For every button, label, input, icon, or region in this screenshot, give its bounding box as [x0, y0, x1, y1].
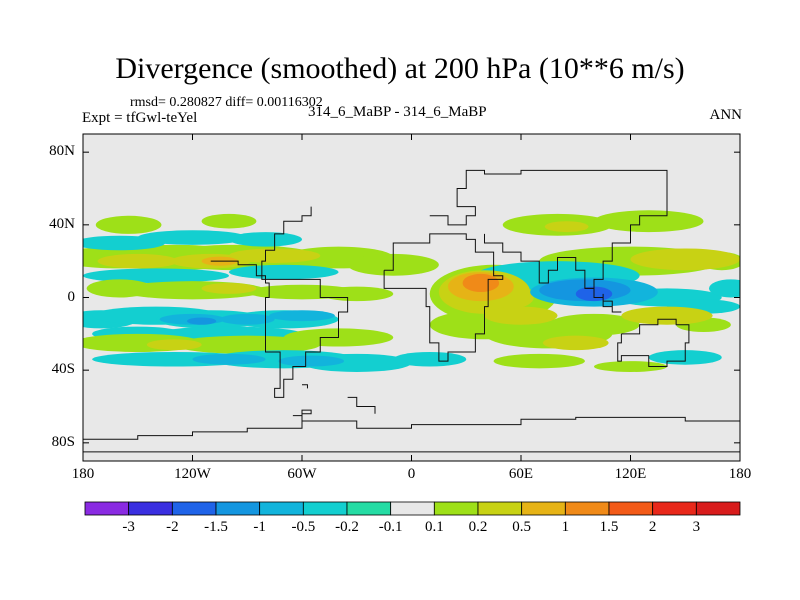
- contour-fields: [83, 210, 740, 372]
- contour-region: [201, 282, 257, 294]
- colorbar-label: -1.5: [204, 519, 228, 535]
- colorbar-label: -2: [166, 519, 179, 535]
- contour-region: [269, 310, 335, 322]
- x-tick-label: 120E: [614, 466, 647, 482]
- contour-region: [462, 273, 500, 293]
- contour-region: [146, 339, 202, 351]
- x-tick-label: 180: [728, 466, 752, 482]
- colorbar-box: [433, 501, 479, 516]
- contour-region: [393, 352, 467, 367]
- colorbar-label: -0.1: [378, 519, 403, 535]
- contour-region: [594, 210, 704, 233]
- contour-region: [229, 264, 339, 280]
- contour-region: [544, 221, 589, 233]
- y-tick-label: 0: [67, 288, 76, 305]
- colorbar-box: [608, 501, 654, 516]
- colorbar-box: [390, 501, 435, 516]
- x-tick-label: 0: [407, 466, 416, 482]
- x-tick-label: 60E: [508, 466, 534, 482]
- coastline: [210, 206, 312, 280]
- contour-region: [229, 232, 302, 247]
- colorbar-box: [521, 501, 566, 516]
- contour-region: [187, 317, 217, 325]
- axis-ticks: [82, 134, 741, 461]
- period-label: ANN: [709, 107, 743, 123]
- colorbar-box: [259, 501, 304, 516]
- coastline: [383, 233, 504, 362]
- y-tick-label: 80N: [49, 143, 75, 160]
- x-tick-label: 120W: [174, 466, 211, 482]
- stats-line: rmsd= 0.280827 diff= 0.00116302: [130, 95, 323, 110]
- coastline: [429, 169, 668, 289]
- contour-region: [278, 355, 344, 367]
- colorbar-label: -3: [122, 519, 135, 535]
- contour-region: [229, 248, 321, 263]
- colorbar-label: 0.1: [424, 519, 444, 535]
- contour-region: [621, 306, 713, 325]
- coastline: [617, 318, 690, 368]
- colorbar-label: -0.5: [291, 519, 316, 535]
- colorbar-label: 2: [648, 519, 657, 535]
- coastline: [292, 409, 312, 425]
- colorbar-label: 1.5: [599, 519, 619, 535]
- colorbar-label: 3: [692, 519, 701, 535]
- colorbar-box: [171, 501, 217, 516]
- colorbar-box: [695, 501, 741, 516]
- colorbar-box: [564, 501, 610, 516]
- contour-region: [493, 353, 585, 369]
- colorbar-box: [215, 501, 261, 516]
- contour-region: [219, 313, 275, 325]
- contour-region: [137, 230, 248, 245]
- colorbar-label: 1: [561, 519, 570, 535]
- y-tick-label: 40N: [49, 215, 75, 232]
- contour-region: [630, 248, 740, 271]
- case-label: 314_6_MaBP - 314_6_MaBP: [308, 104, 487, 120]
- colorbar-box: [477, 501, 523, 516]
- colorbar-label: -0.2: [335, 519, 359, 535]
- y-tick-label: 80S: [51, 433, 75, 450]
- colorbar-box: [652, 501, 697, 516]
- colorbar-label: 0.5: [512, 519, 532, 535]
- colorbar-label: -1: [253, 519, 266, 535]
- contour-region: [97, 253, 178, 269]
- colorbar-box: [128, 501, 173, 516]
- coastline: [584, 287, 622, 313]
- continent-outlines: [83, 169, 740, 453]
- coastline: [302, 384, 308, 389]
- contour-region: [192, 353, 266, 365]
- experiment-label: Expt = tfGwl-teYel: [82, 110, 198, 126]
- contour-region: [201, 213, 257, 229]
- contour-region: [174, 335, 321, 354]
- colorbar-box: [302, 501, 348, 516]
- y-tick-label: 40S: [51, 361, 75, 378]
- coastline: [265, 278, 349, 398]
- contour-region: [95, 215, 162, 234]
- contour-region: [548, 313, 640, 336]
- coastline: [83, 416, 740, 440]
- x-tick-label: 60W: [287, 466, 317, 482]
- contour-region: [320, 286, 394, 302]
- x-tick-label: 180: [71, 466, 95, 482]
- contour-region: [542, 335, 609, 351]
- colorbar-label: 0.2: [468, 519, 488, 535]
- colorbar-box: [346, 501, 392, 516]
- contour-region: [708, 279, 740, 298]
- colorbar-box: [84, 501, 130, 516]
- contour-region: [484, 306, 558, 325]
- coastline: [347, 396, 376, 414]
- colorbar: [84, 501, 741, 516]
- chart-title: Divergence (smoothed) at 200 hPa (10**6 …: [115, 52, 685, 85]
